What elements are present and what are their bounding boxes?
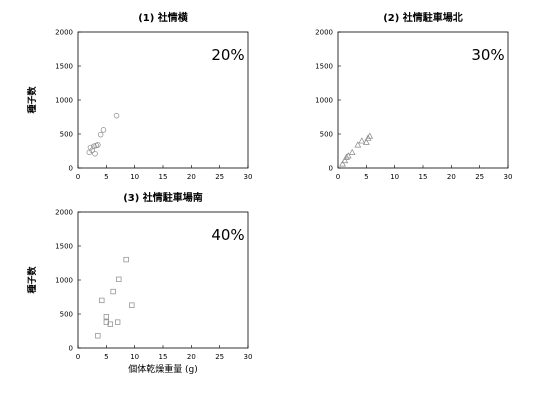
y-tick-label: 1500 bbox=[55, 63, 73, 71]
x-tick-label: 15 bbox=[159, 173, 168, 181]
percent-annotation: 20% bbox=[211, 46, 244, 64]
data-point bbox=[344, 152, 352, 159]
data-point bbox=[91, 143, 97, 149]
data-point bbox=[95, 333, 101, 339]
y-tick-label: 500 bbox=[60, 131, 73, 139]
y-axis-label: 種子数 bbox=[26, 86, 38, 114]
data-point bbox=[354, 141, 362, 148]
panel-1: (1) 社情横 20% 0 5 10 15 20 25 30 0 500 1000 1500 2000 種子… bbox=[26, 11, 252, 181]
data-point bbox=[87, 144, 94, 151]
x-tick-label: 10 bbox=[390, 173, 399, 181]
y-tick-label: 500 bbox=[320, 131, 333, 139]
data-point bbox=[115, 319, 121, 325]
data-point bbox=[358, 137, 366, 144]
x-axis-label: 個体乾燥重量 (g) bbox=[128, 363, 198, 375]
x-tick-label: 5 bbox=[104, 173, 108, 181]
data-point bbox=[362, 138, 370, 145]
x-tick-label: 0 bbox=[76, 353, 80, 361]
x-tick-label: 20 bbox=[447, 173, 456, 181]
x-tick-label: 15 bbox=[159, 353, 168, 361]
data-point bbox=[366, 132, 374, 139]
x-tick-label: 25 bbox=[215, 173, 224, 181]
data-point bbox=[364, 134, 372, 141]
data-point bbox=[123, 256, 129, 263]
y-tick-label: 0 bbox=[69, 165, 73, 173]
data-point bbox=[339, 160, 346, 167]
x-tick-label: 25 bbox=[475, 173, 484, 181]
data-point bbox=[99, 297, 105, 304]
y-tick-label: 0 bbox=[329, 165, 333, 173]
x-tick-label: 10 bbox=[130, 173, 139, 181]
x-tick-label: 10 bbox=[130, 353, 139, 361]
x-tick-label: 30 bbox=[244, 173, 253, 181]
panel-title: (1) 社情横 bbox=[138, 11, 189, 24]
x-tick-label: 20 bbox=[187, 173, 196, 181]
data-point bbox=[95, 142, 101, 148]
panel-title: (2) 社情駐車場北 bbox=[383, 11, 463, 24]
x-tick-label: 25 bbox=[215, 353, 224, 361]
data-point bbox=[343, 153, 350, 160]
y-tick-label: 2000 bbox=[315, 29, 333, 37]
y-tick-label: 1000 bbox=[315, 97, 333, 105]
x-tick-label: 5 bbox=[364, 173, 368, 181]
percent-annotation: 40% bbox=[211, 226, 244, 244]
data-point bbox=[103, 314, 109, 320]
data-point bbox=[348, 148, 356, 155]
data-point bbox=[110, 288, 116, 295]
panel-2: (2) 社情駐車場北 30% 0 5 10 15 20 25 30 0 500 1000 1500 200… bbox=[315, 11, 512, 181]
data-point bbox=[129, 302, 135, 308]
y-tick-label: 1000 bbox=[55, 97, 73, 105]
y-tick-label: 1000 bbox=[55, 277, 73, 285]
data-point bbox=[100, 127, 107, 133]
data-point bbox=[341, 156, 349, 164]
data-point bbox=[107, 321, 113, 327]
panel-3: (3) 社情駐車場南 40% 0 5 10 15 20 25 30 0 500 1000 1500 200… bbox=[26, 191, 252, 375]
data-point bbox=[92, 150, 98, 157]
y-tick-label: 0 bbox=[69, 345, 73, 353]
x-tick-label: 20 bbox=[187, 353, 196, 361]
data-point bbox=[97, 131, 104, 138]
x-tick-label: 30 bbox=[504, 173, 513, 181]
percent-annotation: 30% bbox=[471, 46, 504, 64]
y-tick-label: 2000 bbox=[55, 29, 73, 37]
x-tick-label: 30 bbox=[244, 353, 253, 361]
x-tick-label: 0 bbox=[76, 173, 80, 181]
data-point bbox=[113, 112, 120, 119]
y-tick-label: 1500 bbox=[55, 243, 73, 251]
y-axis-label: 種子数 bbox=[26, 266, 38, 294]
x-tick-label: 5 bbox=[104, 353, 108, 361]
x-tick-label: 15 bbox=[419, 173, 428, 181]
y-tick-label: 500 bbox=[60, 311, 73, 319]
y-tick-label: 1500 bbox=[315, 63, 333, 71]
data-point bbox=[116, 276, 122, 282]
y-tick-label: 2000 bbox=[55, 209, 73, 217]
panel-title: (3) 社情駐車場南 bbox=[123, 191, 203, 204]
x-tick-label: 0 bbox=[336, 173, 340, 181]
